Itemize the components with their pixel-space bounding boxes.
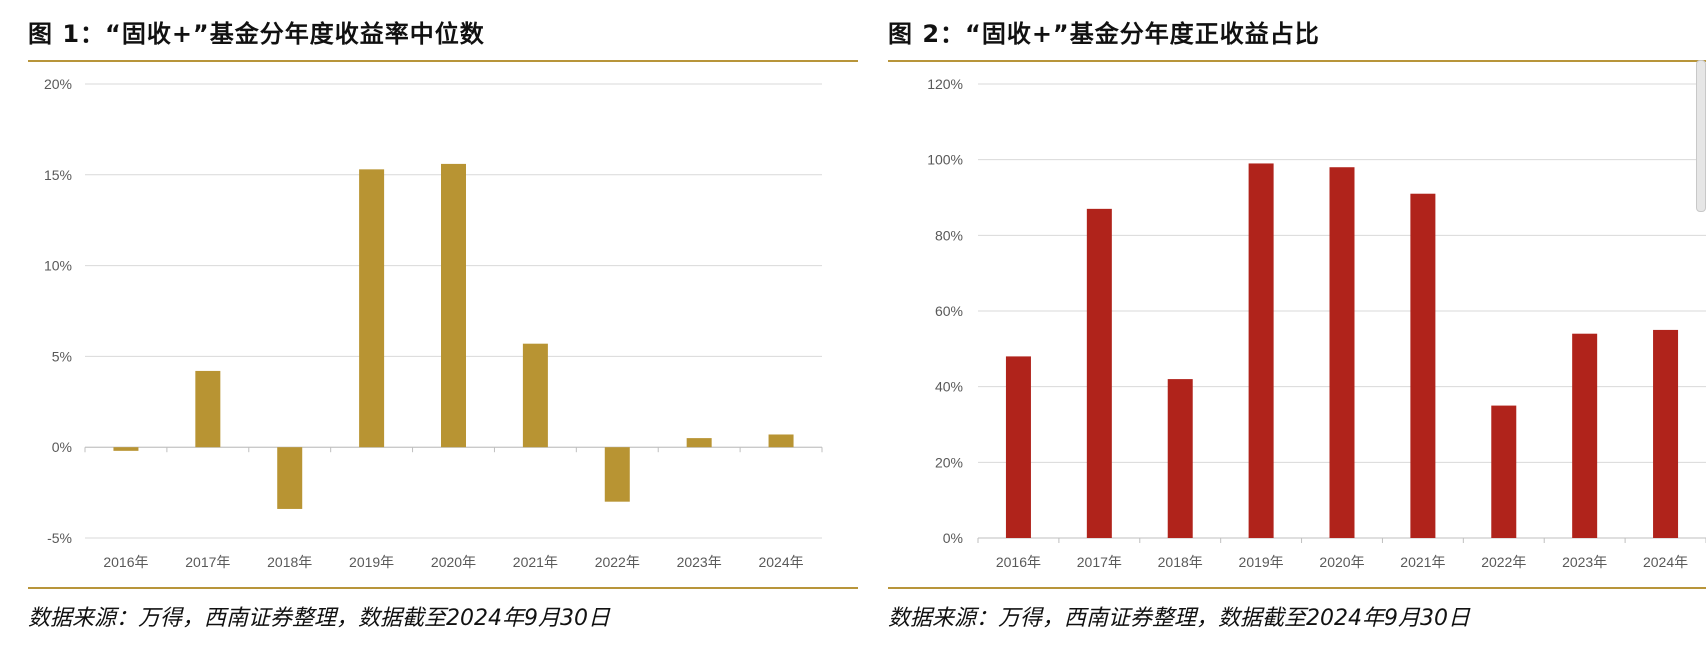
bar-chart-2: 0% 20% 40% 60% 80% 100% 120% 2016年 2017年 2018年 201… [927,76,1706,570]
x-tick-label: 2023年 [677,554,722,570]
y-tick-label: 0% [943,530,963,546]
scrollbar[interactable] [1696,60,1706,212]
y-tick-label: 5% [52,348,72,364]
source-note: 数据来源：万得，西南证券整理，数据截至2024年9月30日 [28,606,610,631]
bar [1167,379,1193,538]
x-tick-label: 2020年 [431,554,476,570]
x-tick-label: 2018年 [1158,554,1203,570]
x-tick-label: 2017年 [185,554,230,570]
source-rule [888,587,1706,589]
bar [1653,329,1679,538]
y-tick-label: 10% [44,258,72,274]
y-tick-label: 80% [935,227,963,243]
y-tick-label: 120% [927,76,963,92]
x-tick-label: 2023年 [1562,554,1607,570]
x-tick-label: 2018年 [267,554,312,570]
y-tick-label: -5% [47,530,72,546]
bar [1572,333,1598,538]
y-tick-label: 100% [927,152,963,168]
x-tick-label: 2024年 [1643,554,1688,570]
bar [604,447,630,502]
bar [441,163,466,448]
bar [1086,208,1112,538]
bar [1005,356,1031,538]
bar [1491,405,1517,538]
x-tick-label: 2022年 [1481,554,1526,570]
chart-panel-2: 图 2：“固收+”基金分年度正收益占比 0% 20% 40% 60% 80% 100% 12… [860,0,1706,650]
chart-title: 图 2：“固收+”基金分年度正收益占比 [888,20,1320,48]
x-tick-label: 2022年 [595,554,640,570]
bar [113,447,139,451]
x-tick-label: 2019年 [1239,554,1284,570]
bar [195,370,221,448]
bar [1248,163,1274,538]
y-tick-label: 0% [52,439,72,455]
x-tick-label: 2016年 [103,554,148,570]
x-tick-label: 2020年 [1319,554,1364,570]
chart-title: 图 1：“固收+”基金分年度收益率中位数 [28,20,485,48]
bar [359,169,385,448]
y-tick-label: 60% [935,303,963,319]
y-tick-label: 15% [44,167,72,183]
bar [1329,167,1355,538]
title-rule [28,60,858,62]
x-tick-label: 2021年 [1400,554,1445,570]
chart-panel-1: 图 1：“固收+”基金分年度收益率中位数 -5% 0% 5% 10% 15% 20% 201… [28,20,858,631]
x-tick-label: 2021年 [513,554,558,570]
source-note: 数据来源：万得，西南证券整理，数据截至2024年9月30日 [888,606,1470,631]
title-rule [888,60,1706,62]
x-tick-label: 2024年 [758,554,803,570]
bar [277,447,303,509]
source-rule [28,587,858,589]
bar-chart-1: -5% 0% 5% 10% 15% 20% 2016年 2017年 2018年 2019年 2020… [44,76,823,570]
y-tick-label: 20% [935,454,963,470]
x-tick-label: 2017年 [1077,554,1122,570]
y-tick-label: 40% [935,379,963,395]
y-tick-label: 20% [44,76,72,92]
bar [1410,193,1436,538]
x-tick-label: 2016年 [996,554,1041,570]
bar [768,434,794,448]
x-tick-label: 2019年 [349,554,394,570]
bar [686,438,712,448]
bar [522,343,548,448]
